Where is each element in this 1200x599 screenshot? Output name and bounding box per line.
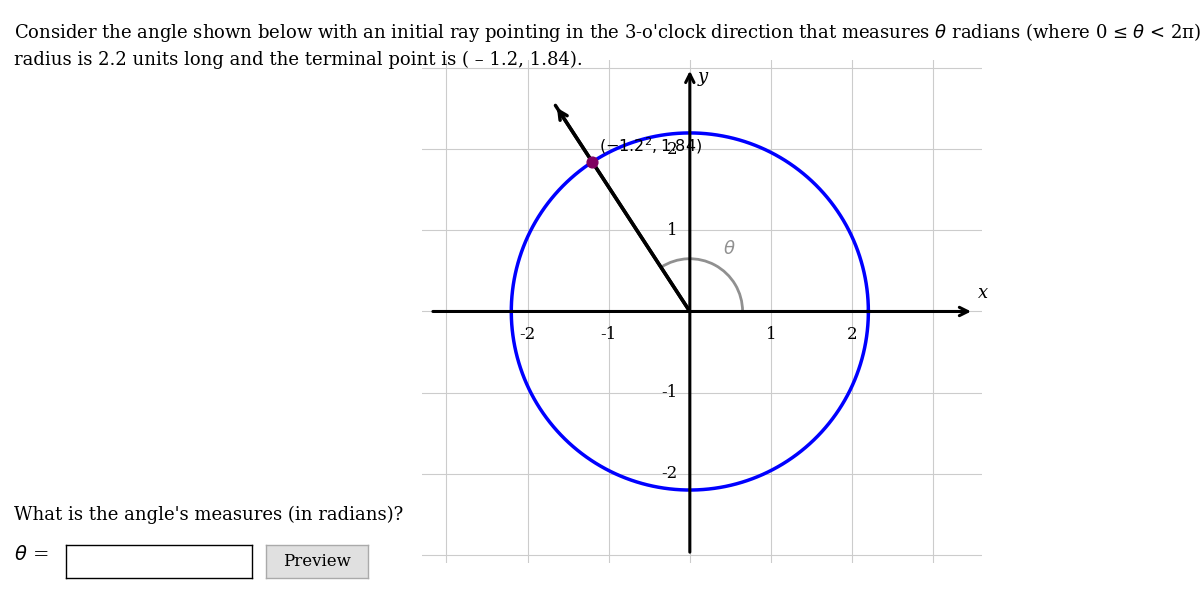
Text: x: x [978, 284, 988, 302]
Text: What is the angle's measures (in radians)?: What is the angle's measures (in radians… [14, 506, 403, 524]
Text: radius is 2.2 units long and the terminal point is ( – 1.2, 1.84).: radius is 2.2 units long and the termina… [14, 51, 583, 69]
Text: $\theta$: $\theta$ [724, 240, 736, 258]
Text: y: y [698, 68, 708, 86]
Text: -2: -2 [661, 465, 678, 482]
Text: Consider the angle shown below with an initial ray pointing in the 3-o'clock dir: Consider the angle shown below with an i… [14, 21, 1200, 44]
Text: 2: 2 [847, 326, 858, 343]
Point [583, 158, 602, 167]
Text: 1: 1 [766, 326, 776, 343]
Text: $\theta$ =: $\theta$ = [14, 544, 49, 564]
Text: -2: -2 [520, 326, 535, 343]
Text: 1: 1 [667, 222, 678, 239]
Text: Preview: Preview [283, 553, 352, 570]
Text: $(-1.2^{2}, 1.84)$: $(-1.2^{2}, 1.84)$ [599, 135, 702, 156]
Text: -1: -1 [600, 326, 617, 343]
Text: 2: 2 [667, 141, 678, 158]
Text: -1: -1 [661, 384, 678, 401]
